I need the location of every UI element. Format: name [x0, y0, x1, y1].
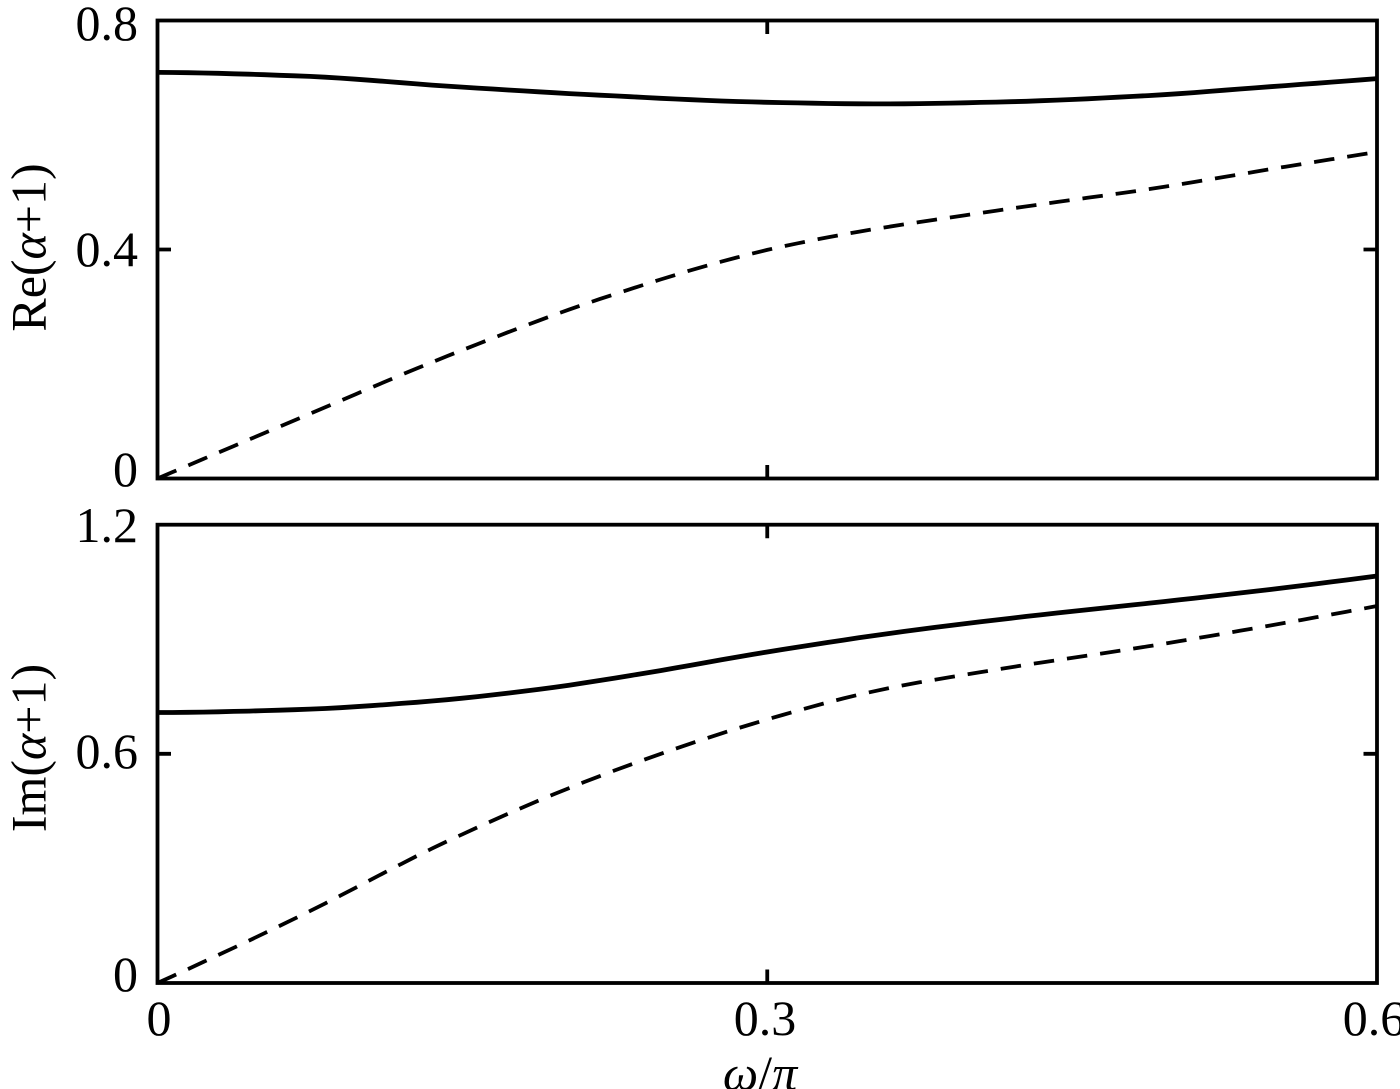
svg-text:Re(α+1): Re(α+1)	[1, 163, 57, 331]
svg-text:0: 0	[113, 946, 138, 1002]
svg-text:0: 0	[113, 441, 138, 497]
svg-text:1.2: 1.2	[76, 497, 139, 553]
svg-text:0.8: 0.8	[76, 0, 139, 51]
svg-text:Im(α+1): Im(α+1)	[1, 664, 57, 832]
svg-text:0.6: 0.6	[1343, 990, 1400, 1046]
svg-text:0.4: 0.4	[76, 221, 139, 277]
svg-text:0: 0	[147, 990, 172, 1046]
svg-text:0.6: 0.6	[76, 723, 139, 779]
svg-text:ω/π: ω/π	[723, 1045, 799, 1089]
svg-text:0.3: 0.3	[734, 990, 797, 1046]
